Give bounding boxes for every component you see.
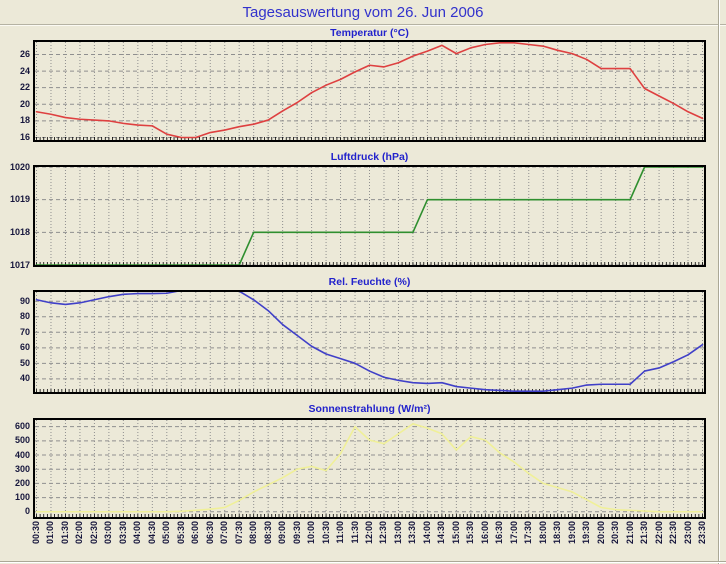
x-tick-label: 03:30: [117, 521, 128, 545]
x-tick-label: 14:30: [436, 521, 447, 545]
x-tick-label: 12:30: [378, 521, 389, 545]
sonnenstrahlung-ytick-label: 200: [14, 477, 30, 488]
feuchte-ytick-label: 80: [19, 311, 30, 322]
x-tick-label: 09:30: [291, 521, 302, 545]
x-tick-label: 22:30: [668, 521, 679, 545]
feuchte-ytick-label: 60: [19, 342, 30, 353]
sonnenstrahlung-chart: [33, 418, 706, 519]
luftdruck-ytick-label: 1017: [9, 259, 30, 270]
x-tick-label: 20:00: [595, 521, 606, 545]
x-tick-label: 07:30: [233, 521, 244, 545]
x-tick-label: 03:00: [103, 521, 114, 545]
feuchte-ytick-label: 70: [19, 326, 30, 337]
feuchte-ytick-label: 40: [19, 373, 30, 384]
x-tick-label: 01:30: [59, 521, 70, 545]
x-tick-label: 07:00: [219, 521, 230, 545]
x-tick-label: 02:30: [88, 521, 99, 545]
luftdruck-ytick-label: 1019: [9, 194, 30, 205]
x-tick-label: 17:00: [508, 521, 519, 545]
sonnenstrahlung-ytick-label: 0: [24, 506, 30, 517]
sonnenstrahlung-line: [35, 423, 704, 513]
x-tick-label: 18:00: [537, 521, 548, 545]
x-tick-label: 00:30: [31, 521, 41, 545]
plot-border: [33, 165, 706, 267]
x-tick-label: 08:30: [262, 521, 273, 545]
x-tick-label: 23:30: [697, 521, 707, 545]
feuchte-line: [35, 290, 704, 393]
luftdruck-chart: [33, 165, 706, 267]
temperatur-ytick-label: 16: [19, 132, 30, 142]
sonnenstrahlung-plot: [33, 418, 706, 519]
plot-border: [33, 290, 706, 394]
x-tick-label: 04:00: [132, 521, 143, 545]
sonnenstrahlung-ytick-label: 500: [14, 435, 30, 446]
chart-title-luftdruck: Luftdruck (hPa): [330, 151, 409, 163]
x-tick-label: 19:00: [566, 521, 577, 545]
x-tick-label: 16:00: [479, 521, 490, 545]
x-tick-label: 06:30: [204, 521, 215, 545]
x-tick-label: 22:00: [653, 521, 664, 545]
sonnenstrahlung-ytick-label: 600: [14, 421, 30, 432]
temperatur-ytick-label: 26: [19, 48, 30, 59]
window-edge-highlight-bottom: [0, 562, 726, 563]
x-tick-label: 13:00: [392, 521, 403, 545]
luftdruck-ytick-label: 1020: [9, 161, 30, 172]
x-tick-label: 12:00: [364, 521, 374, 545]
feuchte-chart: [33, 290, 706, 394]
sonnenstrahlung-ytick-label: 300: [14, 463, 30, 474]
x-tick-label: 04:30: [146, 521, 157, 545]
temperatur-chart: [33, 40, 706, 142]
temperatur-ytick-label: 22: [19, 82, 30, 93]
window-edge-shadow-right: [718, 0, 719, 564]
x-tick-label: 05:30: [175, 521, 186, 545]
page-title: Tagesauswertung vom 26. Jun 2006: [242, 4, 484, 21]
feuchte-plot: [33, 290, 706, 394]
title-separator: [0, 24, 726, 26]
x-tick-label: 08:00: [248, 521, 259, 545]
x-tick-label: 18:30: [552, 521, 563, 545]
x-tick-label: 11:00: [335, 521, 346, 544]
chart-title-temperatur: Temperatur (°C): [330, 27, 409, 39]
x-tick-label: 20:30: [610, 521, 621, 545]
x-tick-label: 14:00: [421, 521, 432, 545]
x-tick-label: 10:00: [306, 521, 317, 545]
x-tick-label: 21:00: [624, 521, 635, 545]
chart-title-feuchte: Rel. Feuchte (%): [328, 276, 411, 288]
x-tick-label: 11:30: [349, 521, 360, 544]
temperatur-ytick-label: 20: [19, 98, 30, 109]
feuchte-ytick-label: 50: [19, 357, 30, 368]
window-edge-shadow-bottom: [0, 561, 726, 562]
temperatur-ytick-label: 18: [19, 115, 30, 126]
temperatur-line: [35, 42, 704, 139]
luftdruck-ytick-label: 1018: [9, 226, 30, 237]
window-edge-highlight-right: [719, 0, 720, 564]
x-tick-label: 02:00: [74, 521, 85, 545]
x-tick-label: 19:30: [581, 521, 592, 545]
temperatur-ytick-label: 24: [19, 65, 30, 76]
x-tick-label: 15:30: [465, 521, 476, 545]
x-tick-label: 15:00: [450, 521, 461, 545]
x-tick-label: 16:30: [494, 521, 505, 545]
luftdruck-plot: [33, 165, 706, 267]
chart-title-sonnenstrahlung: Sonnenstrahlung (W/m²): [308, 403, 431, 415]
sonnenstrahlung-ytick-label: 100: [14, 492, 30, 503]
plot-border: [33, 418, 706, 519]
x-tick-label: 05:00: [161, 521, 172, 545]
x-tick-label: 21:30: [639, 521, 650, 545]
feuchte-ytick-label: 90: [19, 295, 30, 306]
x-tick-label: 23:00: [682, 521, 693, 545]
temperatur-plot: [33, 40, 706, 142]
plot-border: [33, 40, 706, 142]
x-tick-label: 09:00: [277, 521, 288, 545]
x-tick-label: 10:30: [320, 521, 331, 545]
sonnenstrahlung-ytick-label: 400: [14, 449, 30, 460]
x-tick-label: 01:00: [45, 521, 56, 545]
x-tick-label: 13:30: [407, 521, 418, 545]
x-tick-label: 17:30: [523, 521, 534, 545]
x-tick-label: 06:00: [190, 521, 201, 545]
